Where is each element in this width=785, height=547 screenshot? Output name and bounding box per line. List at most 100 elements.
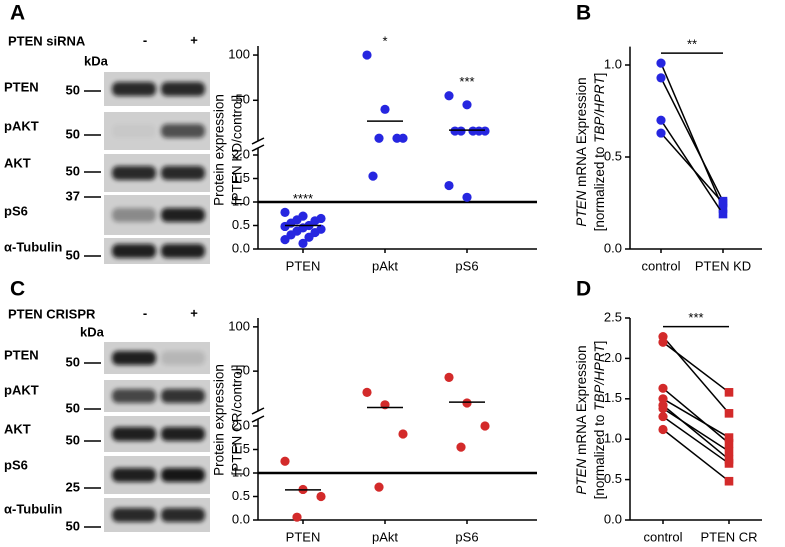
data-point xyxy=(724,433,734,442)
kda-label: 50 xyxy=(66,163,80,178)
data-point xyxy=(462,398,472,408)
data-point xyxy=(718,204,728,213)
row-label: pS6 xyxy=(4,203,28,218)
y-tick-label: 1.5 xyxy=(232,170,250,185)
kda-label: 50 xyxy=(66,518,80,533)
axis-break xyxy=(251,137,265,145)
data-point xyxy=(280,221,290,232)
data-point xyxy=(656,58,666,68)
blot-band xyxy=(112,508,156,522)
kda-label: 50 xyxy=(66,432,80,447)
y-tick-label: 0.0 xyxy=(232,240,250,255)
x-tick-label: PTEN xyxy=(286,258,321,273)
data-point xyxy=(280,235,290,245)
blot-band xyxy=(161,351,205,365)
row-label: AKT xyxy=(4,421,31,436)
blot-band xyxy=(112,244,156,258)
data-point xyxy=(718,198,728,208)
pair-line xyxy=(662,404,730,460)
y-axis-label: [normalized to TBP/HPRT] xyxy=(592,73,607,232)
data-point xyxy=(658,383,668,393)
panel-label: A xyxy=(10,2,25,25)
row-label: pS6 xyxy=(4,457,28,472)
row-label: α-Tubulin xyxy=(4,239,62,254)
data-point xyxy=(658,337,668,347)
data-point xyxy=(724,459,734,468)
data-point xyxy=(280,207,290,217)
y-tick-label: 1.5 xyxy=(604,390,622,405)
data-point xyxy=(718,209,728,219)
treatment-label: PTEN siRNA xyxy=(8,33,86,48)
x-tick-label: pAkt xyxy=(372,529,398,544)
lane-label: - xyxy=(143,305,147,320)
pair-line xyxy=(662,387,730,444)
data-point xyxy=(724,476,734,486)
kda-label: 25 xyxy=(66,479,80,494)
significance: *** xyxy=(459,74,474,89)
panel-label: D xyxy=(576,278,591,301)
y-axis-label-part: mRNA Expression xyxy=(574,77,589,190)
blot-band xyxy=(161,468,205,482)
pair-line xyxy=(662,398,730,439)
kda-unit: kDa xyxy=(80,324,105,339)
x-tick-label: pS6 xyxy=(455,258,478,273)
data-point xyxy=(450,126,460,136)
pair-line xyxy=(662,407,730,452)
y-axis-label-part: [normalized to xyxy=(592,143,607,232)
y-axis-label-part: TBP/HPRT xyxy=(592,75,607,143)
pair-line xyxy=(662,341,730,393)
blot-band xyxy=(161,166,205,180)
blot-band xyxy=(112,389,156,403)
x-tick-label: PTEN CR xyxy=(700,529,757,544)
pair-line xyxy=(660,132,724,204)
kda-unit: kDa xyxy=(84,53,109,68)
kda-label: 50 xyxy=(66,126,80,141)
y-tick-label: 1.0 xyxy=(232,193,250,208)
y-axis-label-part: [normalized to xyxy=(592,411,607,500)
data-point xyxy=(656,128,666,138)
blot-band xyxy=(112,468,156,482)
data-point xyxy=(444,180,454,191)
y-tick-label: 50 xyxy=(236,92,250,107)
y-axis-label-part: mRNA Expression xyxy=(574,345,589,458)
y-tick-label: 2.0 xyxy=(232,417,250,432)
x-tick-label: PTEN KD xyxy=(695,258,751,273)
data-point xyxy=(462,192,472,202)
data-point xyxy=(658,394,668,404)
y-axis-label: PTEN mRNA Expression xyxy=(574,77,589,226)
data-point xyxy=(724,447,734,456)
blot-band xyxy=(161,389,205,403)
y-tick-label: 1.0 xyxy=(604,56,622,71)
kda-label: 37 xyxy=(66,188,80,203)
y-axis-label-part: TBP/HPRT xyxy=(592,343,607,411)
pair-line xyxy=(660,77,724,202)
data-point xyxy=(658,403,668,414)
data-point xyxy=(656,73,666,83)
data-point xyxy=(480,421,490,431)
data-point xyxy=(724,438,734,448)
data-point xyxy=(304,232,314,242)
blot-band xyxy=(161,244,205,258)
blot-band xyxy=(112,427,156,441)
blot-band xyxy=(112,208,156,222)
treatment-label: PTEN CRISPR xyxy=(8,306,96,321)
y-tick-label: 100 xyxy=(228,318,250,333)
data-point xyxy=(724,409,734,418)
pair-line xyxy=(662,428,730,482)
x-tick-label: control xyxy=(641,258,680,273)
y-axis-label: PTEN mRNA Expression xyxy=(574,345,589,494)
kda-label: 50 xyxy=(66,400,80,415)
data-point xyxy=(658,424,668,435)
blot-band xyxy=(161,508,205,522)
row-label: pAKT xyxy=(4,382,39,397)
y-tick-label: 0.5 xyxy=(604,471,622,486)
y-tick-label: 50 xyxy=(236,363,250,378)
data-point xyxy=(444,91,454,101)
y-tick-label: 1.5 xyxy=(232,441,250,456)
row-label: pAKT xyxy=(4,118,39,133)
y-tick-label: 0.5 xyxy=(604,148,622,163)
blot-band xyxy=(112,166,156,180)
data-point xyxy=(444,372,454,382)
pair-line xyxy=(662,336,730,414)
